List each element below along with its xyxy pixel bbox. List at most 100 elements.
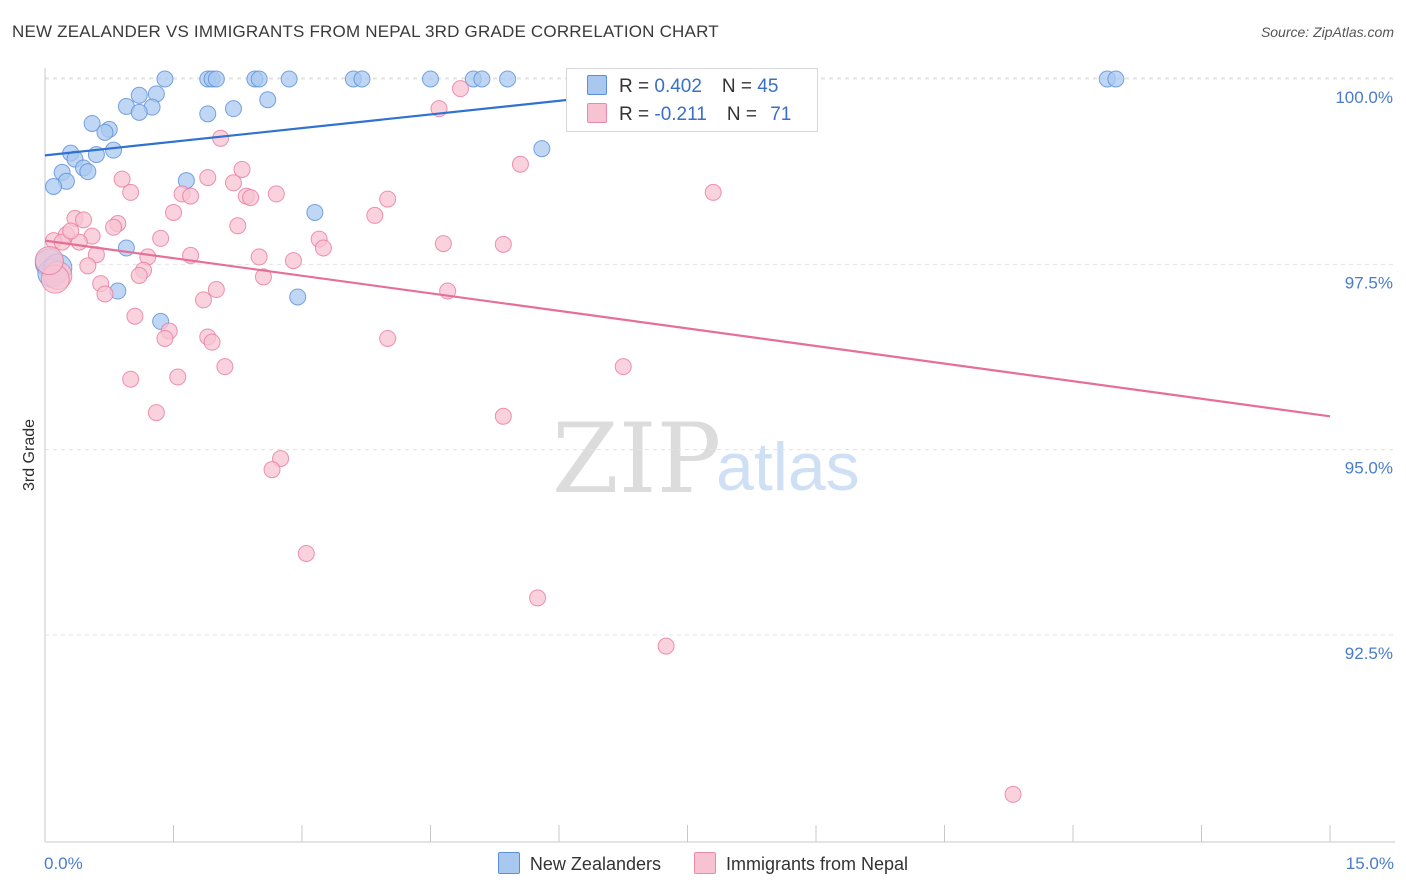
point-nepal xyxy=(122,370,140,388)
point-nepal xyxy=(529,589,547,607)
point-nepal xyxy=(165,203,182,221)
legend-r-value: -0.211 xyxy=(654,104,707,125)
y-tick-labels: 100.0% 97.5% 95.0% 92.5% xyxy=(1335,88,1393,663)
point-new-zealanders xyxy=(306,203,324,221)
point-new-zealanders xyxy=(117,239,135,257)
legend-row-nepal: R = -0.211 N = 71 xyxy=(587,103,791,126)
legend-r-label: R = xyxy=(619,104,655,125)
point-nepal xyxy=(297,544,315,562)
point-nepal xyxy=(96,285,114,303)
point-nepal xyxy=(379,190,397,208)
point-new-zealanders xyxy=(422,70,439,88)
point-nepal xyxy=(229,217,247,235)
axes xyxy=(44,68,1395,843)
point-nepal xyxy=(75,211,93,229)
legend-swatch-pink xyxy=(587,103,607,123)
point-new-zealanders xyxy=(250,70,268,88)
point-new-zealanders xyxy=(207,70,225,88)
point-nepal xyxy=(207,281,225,299)
y-tick-label: 92.5% xyxy=(1345,644,1393,663)
point-nepal xyxy=(250,248,268,266)
series-legend: New Zealanders Immigrants from Nepal xyxy=(0,852,1406,875)
source-credit: Source: ZipAtlas.com xyxy=(1260,24,1394,40)
point-nepal xyxy=(79,257,97,275)
y-tick-label: 95.0% xyxy=(1345,459,1393,478)
trend-line-nepal xyxy=(44,239,1331,418)
point-nepal xyxy=(122,183,140,201)
point-nepal xyxy=(314,239,332,257)
legend-swatch-pink xyxy=(694,852,716,874)
y-axis-label: 3rd Grade xyxy=(21,419,38,491)
point-nepal xyxy=(284,252,302,270)
point-nepal xyxy=(169,368,187,386)
point-nepal xyxy=(451,80,469,98)
point-nepal xyxy=(113,170,131,188)
watermark-zip: ZIP xyxy=(552,403,721,515)
point-new-zealanders xyxy=(353,70,371,88)
point-new-zealanders xyxy=(289,288,307,306)
point-nepal xyxy=(366,206,384,224)
point-nepal xyxy=(1004,785,1022,803)
point-new-zealanders xyxy=(130,86,148,104)
legend-swatch-blue xyxy=(497,852,520,874)
point-nepal xyxy=(62,222,80,240)
x-tick-label-left: 0.0% xyxy=(44,854,83,873)
legend-n-value: 71 xyxy=(770,104,792,125)
point-nepal xyxy=(614,358,632,376)
point-nepal xyxy=(126,307,144,325)
legend-swatch-blue xyxy=(587,75,607,95)
point-nepal xyxy=(254,268,272,286)
watermark-atlas: atlas xyxy=(716,429,860,505)
point-new-zealanders xyxy=(45,177,63,195)
watermark: ZIP atlas xyxy=(552,403,860,515)
point-nepal xyxy=(216,358,234,376)
point-nepal xyxy=(233,160,251,178)
legend-item-nepal: Immigrants from Nepal xyxy=(694,852,908,875)
point-nepal xyxy=(494,407,512,425)
legend-label: New Zealanders xyxy=(529,854,661,874)
point-new-zealanders xyxy=(199,105,217,123)
correlation-legend: R = 0.402 N = 45 R = -0.211 N = 71 xyxy=(566,68,818,132)
point-nepal xyxy=(224,174,242,192)
legend-r-label: R = xyxy=(619,76,655,97)
point-nepal xyxy=(267,185,285,203)
legend-item-new-zealanders: New Zealanders xyxy=(497,852,661,875)
point-nepal xyxy=(263,461,281,479)
legend-n-value: 45 xyxy=(757,76,779,97)
legend-label: Immigrants from Nepal xyxy=(726,854,909,874)
legend-row-new-zealanders: R = 0.402 N = 45 xyxy=(587,75,778,98)
y-tick-label: 100.0% xyxy=(1335,88,1393,107)
point-new-zealanders xyxy=(130,103,148,121)
point-nepal xyxy=(147,404,165,422)
point-nepal xyxy=(379,329,397,347)
point-nepal xyxy=(511,155,529,173)
point-nepal xyxy=(194,291,212,309)
point-nepal xyxy=(34,246,64,276)
point-nepal xyxy=(203,333,221,351)
chart-title: NEW ZEALANDER VS IMMIGRANTS FROM NEPAL 3… xyxy=(12,22,719,41)
point-nepal xyxy=(242,189,260,207)
x-tick-label-right: 15.0% xyxy=(1346,854,1394,873)
point-new-zealanders xyxy=(83,114,101,132)
y-tick-label: 97.5% xyxy=(1345,273,1393,292)
point-nepal xyxy=(434,235,452,253)
point-new-zealanders xyxy=(224,100,242,118)
point-new-zealanders xyxy=(499,70,517,88)
point-nepal xyxy=(199,169,217,187)
point-new-zealanders xyxy=(1107,70,1125,88)
legend-r-value: 0.402 xyxy=(654,76,702,97)
point-nepal xyxy=(182,187,200,205)
point-new-zealanders xyxy=(79,163,97,181)
point-new-zealanders xyxy=(96,123,114,141)
point-nepal xyxy=(130,266,148,284)
data-points xyxy=(34,70,1125,803)
point-new-zealanders xyxy=(533,140,551,158)
legend-n-label: N = xyxy=(726,104,763,125)
gridlines xyxy=(45,77,1395,636)
point-new-zealanders xyxy=(105,141,123,159)
point-new-zealanders xyxy=(156,70,174,88)
point-nepal xyxy=(152,229,170,247)
point-nepal xyxy=(494,235,512,253)
point-nepal xyxy=(704,183,722,201)
legend-n-label: N = xyxy=(721,76,758,97)
